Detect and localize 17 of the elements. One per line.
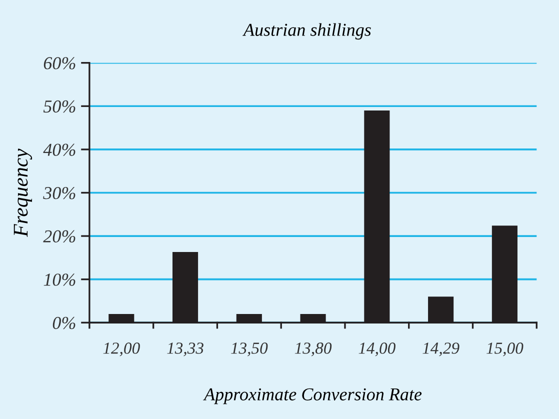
x-tick-label: 14,29: [422, 342, 460, 356]
x-tick-label: 15,00: [486, 342, 524, 356]
x-tick-label: 14,00: [358, 342, 396, 356]
x-axis-title: Approximate Conversion Rate: [203, 388, 422, 404]
x-tick-label: 12,00: [103, 342, 140, 356]
y-tick-label: 10%: [44, 274, 76, 286]
y-axis-title: Frequency: [14, 148, 32, 237]
y-tick-label: 60%: [44, 57, 76, 70]
x-tick-label: 13,80: [294, 342, 332, 356]
x-tick-label: 13,50: [231, 342, 268, 356]
y-tick-label: 40%: [43, 144, 76, 156]
y-tick-label: 50%: [43, 100, 76, 113]
x-tick-label: 13,33: [167, 342, 204, 356]
y-tick-label: 20%: [43, 230, 76, 243]
y-tick-label: 0%: [52, 316, 76, 330]
chart-title: Austrian shillings: [242, 23, 371, 40]
y-tick-label: 30%: [43, 186, 76, 200]
